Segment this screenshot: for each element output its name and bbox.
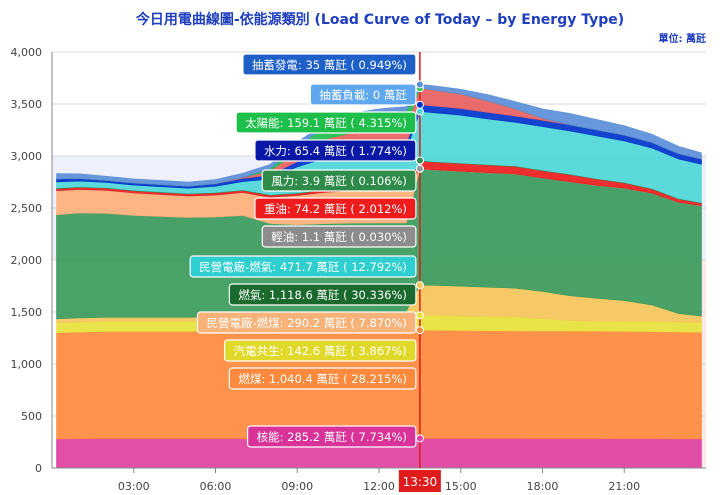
tooltip-text: 抽蓄負載: 0 萬瓩 — [319, 88, 407, 102]
x-axis: 03:00 06:00 09:00 12:00 15:00 18:00 21:00 — [52, 467, 706, 493]
chart-title: 今日用電曲線圖-依能源類別 (Load Curve of Today – by … — [135, 11, 624, 28]
y-axis: 0 500 1,000 1,500 2,000 2,500 3,000 3,500 4,000 — [11, 46, 53, 475]
tooltip-item: 民營電廠-燃氣: 471.7 萬瓩 ( 12.792%) — [189, 255, 417, 278]
tooltip-text: 水力: 65.4 萬瓩 ( 1.774%) — [264, 144, 407, 158]
cursor-marker — [415, 326, 424, 335]
tooltip-box — [309, 83, 417, 106]
y-tick-label: 4,000 — [11, 46, 43, 59]
tooltip-text: 燃氣: 1,118.6 萬瓩 ( 30.336%) — [238, 288, 407, 302]
tooltip-item: 重油: 74.2 萬瓩 ( 2.012%) — [254, 197, 417, 220]
y-tick-label: 2,000 — [11, 254, 43, 267]
y-tick-label: 1,500 — [11, 306, 43, 319]
tooltip-box — [228, 283, 417, 306]
cursor-marker — [415, 311, 424, 320]
tooltip-item: 輕油: 1.1 萬瓩 ( 0.030%) — [261, 225, 417, 248]
time-cursor[interactable]: 13:30 — [398, 52, 441, 492]
y-tick-label: 500 — [21, 410, 42, 423]
tooltip-item: 核能: 285.2 萬瓩 ( 7.734%) — [247, 425, 417, 448]
tooltip-item: 汽電共生: 142.6 萬瓩 ( 3.867%) — [224, 339, 417, 362]
x-tick-label: 06:00 — [200, 480, 232, 493]
tooltip-item: 民營電廠-燃煤: 290.2 萬瓩 ( 7.870%) — [196, 311, 417, 334]
tooltip-text: 重油: 74.2 萬瓩 ( 2.012%) — [264, 202, 407, 216]
tooltip-text: 輕油: 1.1 萬瓩 ( 0.030%) — [271, 230, 407, 244]
tooltip-box — [242, 53, 417, 76]
tooltip-text: 民營電廠-燃煤: 290.2 萬瓩 ( 7.870%) — [206, 316, 406, 330]
x-tick-label: 09:00 — [281, 480, 313, 493]
y-tick-label: 0 — [35, 462, 42, 475]
x-tick-label: 18:00 — [527, 480, 559, 493]
cursor-label-box — [398, 470, 441, 492]
tooltip-box — [189, 255, 417, 278]
tooltip-text: 核能: 285.2 萬瓩 ( 7.734%) — [257, 430, 407, 444]
unit-label: 單位: 萬瓩 — [659, 32, 706, 45]
cursor-marker — [415, 281, 424, 290]
x-tick-label: 15:00 — [445, 480, 477, 493]
cursor-marker — [415, 80, 424, 89]
tooltip-box — [254, 139, 417, 162]
tooltip-text: 抽蓄發電: 35 萬瓩 ( 0.949%) — [252, 58, 407, 72]
y-tick-label: 3,500 — [11, 98, 43, 111]
tooltip-box — [261, 169, 417, 192]
x-tick-label: 21:00 — [608, 480, 640, 493]
x-tick-label: 12:00 — [363, 480, 395, 493]
tooltip-item: 抽蓄發電: 35 萬瓩 ( 0.949%) — [242, 53, 417, 76]
tooltip-item: 燃煤: 1,040.4 萬瓩 ( 28.215%) — [228, 367, 417, 390]
tooltip-item: 水力: 65.4 萬瓩 ( 1.774%) — [254, 139, 417, 162]
cursor-label: 13:30 — [403, 475, 438, 489]
cursor-marker — [415, 164, 424, 173]
cursor-marker — [415, 107, 424, 116]
tooltip-box — [247, 425, 417, 448]
tooltip-item: 燃氣: 1,118.6 萬瓩 ( 30.336%) — [228, 283, 417, 306]
tooltip-text: 燃煤: 1,040.4 萬瓩 ( 28.215%) — [238, 372, 407, 386]
tooltip-text: 汽電共生: 142.6 萬瓩 ( 3.867%) — [234, 344, 407, 358]
tooltip-box — [224, 339, 417, 362]
tooltip-box — [196, 311, 417, 334]
y-tick-label: 2,500 — [11, 202, 43, 215]
tooltip-text: 風力: 3.9 萬瓩 ( 0.106%) — [271, 174, 407, 188]
tooltip-box — [228, 367, 417, 390]
tooltip-box — [254, 197, 417, 220]
y-tick-label: 1,000 — [11, 358, 43, 371]
tooltip-item: 抽蓄負載: 0 萬瓩 — [309, 83, 417, 106]
tooltip-item: 風力: 3.9 萬瓩 ( 0.106%) — [261, 169, 417, 192]
tooltip-item: 太陽能: 159.1 萬瓩 ( 4.315%) — [235, 111, 417, 134]
cursor-marker — [415, 100, 424, 109]
y-tick-label: 3,000 — [11, 150, 43, 163]
cursor-marker — [415, 434, 424, 443]
tooltip-box — [235, 111, 417, 134]
tooltip-text: 太陽能: 159.1 萬瓩 ( 4.315%) — [245, 116, 407, 130]
tooltip-text: 民營電廠-燃氣: 471.7 萬瓩 ( 12.792%) — [199, 260, 407, 274]
tooltip-box — [261, 225, 417, 248]
x-tick-label: 03:00 — [118, 480, 150, 493]
cursor-marker — [415, 156, 424, 165]
